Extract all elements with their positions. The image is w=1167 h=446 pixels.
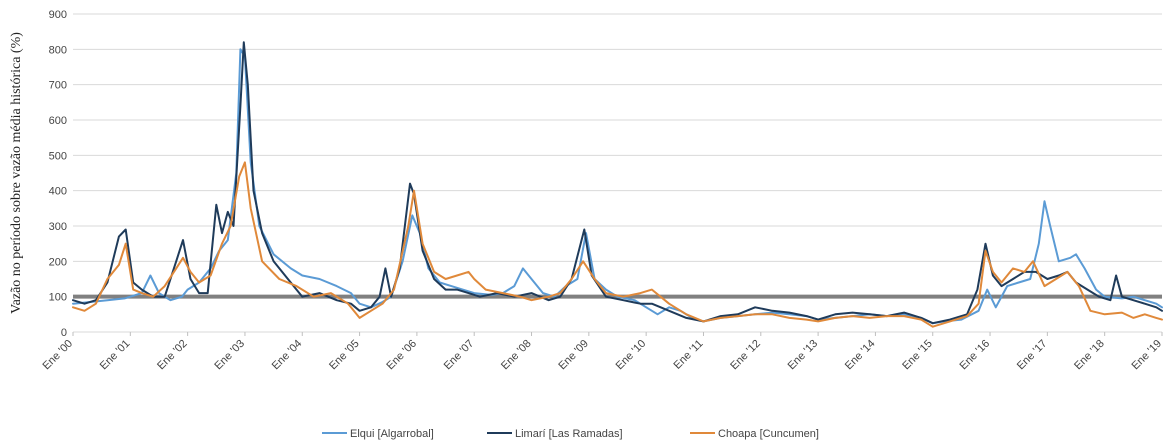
x-tick-label: Ene '04 <box>270 338 305 373</box>
series-line-2 <box>72 41 1163 325</box>
x-tick-label: Ene '19 <box>1129 338 1164 373</box>
x-tick-label: Ene '13 <box>786 338 821 373</box>
x-tick-label: Ene '08 <box>499 338 534 373</box>
x-tick-label: Ene '14 <box>843 338 878 373</box>
x-tick-label: Ene '16 <box>958 338 993 373</box>
legend-label-1: Elqui [Algarrobal] <box>350 428 434 440</box>
x-tick-label: Ene '09 <box>556 338 591 373</box>
y-axis-label: Vazão no período sobre vazão média histó… <box>9 32 24 314</box>
legend-label-2: Limarí [Las Ramadas] <box>515 428 623 440</box>
y-tick-label: 500 <box>49 150 67 162</box>
x-tick-label: Ene '06 <box>384 338 419 373</box>
y-tick-label: 400 <box>49 186 67 198</box>
x-tick-label: Ene '17 <box>1015 338 1050 373</box>
y-tick-label: 0 <box>61 327 67 339</box>
y-tick-label: 700 <box>49 80 67 92</box>
series-line-3 <box>72 161 1163 328</box>
y-tick-label: 300 <box>49 221 67 233</box>
series-lines <box>72 41 1163 328</box>
x-tick-label: Ene '01 <box>98 338 133 373</box>
x-axis: Ene '00 Ene '01 Ene '02 Ene '03 Ene '04 Ene '… <box>40 332 1164 372</box>
x-tick-label: Ene '11 <box>672 338 706 372</box>
series-line-1 <box>72 48 1163 325</box>
x-tick-label: Ene '03 <box>212 338 247 373</box>
x-tick-label: Ene '07 <box>442 338 477 373</box>
legend-label-3: Choapa [Cuncumen] <box>718 428 819 440</box>
x-tick-label: Ene '18 <box>1072 338 1107 373</box>
y-tick-label: 200 <box>49 256 67 268</box>
legend: Elqui [Algarrobal] Limarí [Las Ramadas] Ch… <box>322 428 819 440</box>
y-tick-label: 600 <box>49 115 67 127</box>
y-axis: 0 100 200 300 400 500 600 700 800 900 <box>49 9 67 339</box>
x-tick-label: Ene '12 <box>728 338 763 373</box>
x-tick-label: Ene '15 <box>900 338 935 373</box>
x-tick-label: Ene '02 <box>155 338 190 373</box>
x-tick-label: Ene '10 <box>614 338 649 373</box>
y-tick-label: 900 <box>49 9 67 21</box>
y-tick-label: 800 <box>49 44 67 56</box>
x-tick-label: Ene '00 <box>40 338 75 373</box>
y-tick-label: 100 <box>49 292 67 304</box>
x-tick-label: Ene '05 <box>327 338 362 373</box>
